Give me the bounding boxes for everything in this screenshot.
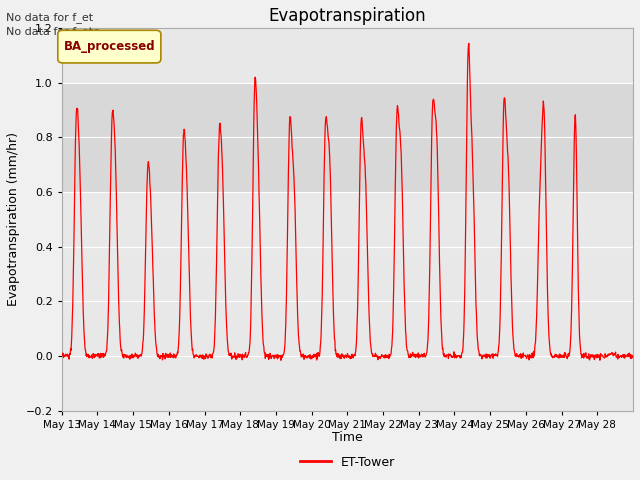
Title: Evapotranspiration: Evapotranspiration	[269, 7, 426, 25]
Y-axis label: Evapotranspiration (mm/hr): Evapotranspiration (mm/hr)	[7, 132, 20, 306]
Legend: ET-Tower: ET-Tower	[294, 451, 400, 473]
Text: No data for f_et: No data for f_et	[6, 12, 93, 23]
Text: BA_processed: BA_processed	[63, 40, 155, 53]
X-axis label: Time: Time	[332, 431, 363, 444]
Bar	[61, 83, 633, 192]
Text: No data for f_etc: No data for f_etc	[6, 26, 100, 37]
